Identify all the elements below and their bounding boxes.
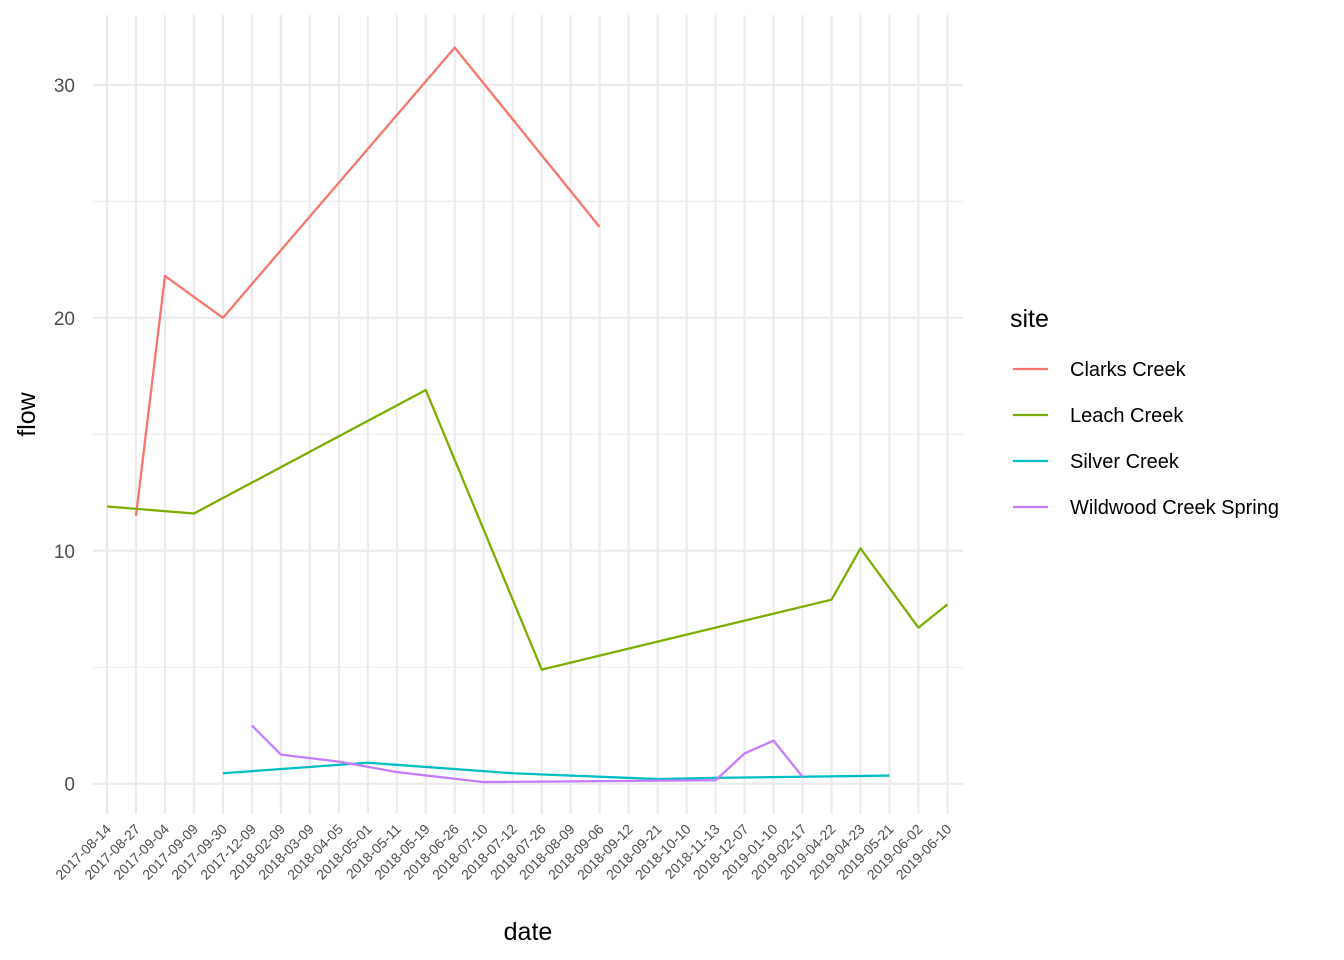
x-axis-ticks: 2017-08-142017-08-272017-09-042017-09-09…	[52, 821, 955, 883]
series-line-clarks-creek	[134, 46, 601, 516]
y-axis-ticks: 0 10 20 30	[54, 76, 75, 796]
legend-label-leach-creek: Leach Creek	[1070, 405, 1184, 427]
legend-label-wildwood-creek-spring: Wildwood Creek Spring	[1070, 497, 1279, 519]
legend-title: site	[1010, 305, 1049, 333]
y-tick-label: 30	[54, 76, 75, 97]
y-tick-label: 10	[54, 542, 75, 563]
grid	[93, 15, 963, 814]
legend-label-silver-creek: Silver Creek	[1070, 451, 1180, 473]
legend-label-clarks-creek: Clarks Creek	[1070, 359, 1187, 381]
y-tick-label: 0	[64, 775, 75, 796]
series-line-wildwood-creek-spring	[251, 724, 804, 784]
y-tick-label: 20	[54, 309, 75, 330]
y-axis-title: flow	[13, 391, 41, 436]
series-line-silver-creek	[222, 761, 890, 781]
series-line-leach-creek	[106, 388, 949, 671]
series-lines	[106, 46, 949, 784]
legend: site Clarks Creek Leach Creek Silver Creek…	[1010, 305, 1279, 519]
x-axis-title: date	[504, 918, 553, 946]
